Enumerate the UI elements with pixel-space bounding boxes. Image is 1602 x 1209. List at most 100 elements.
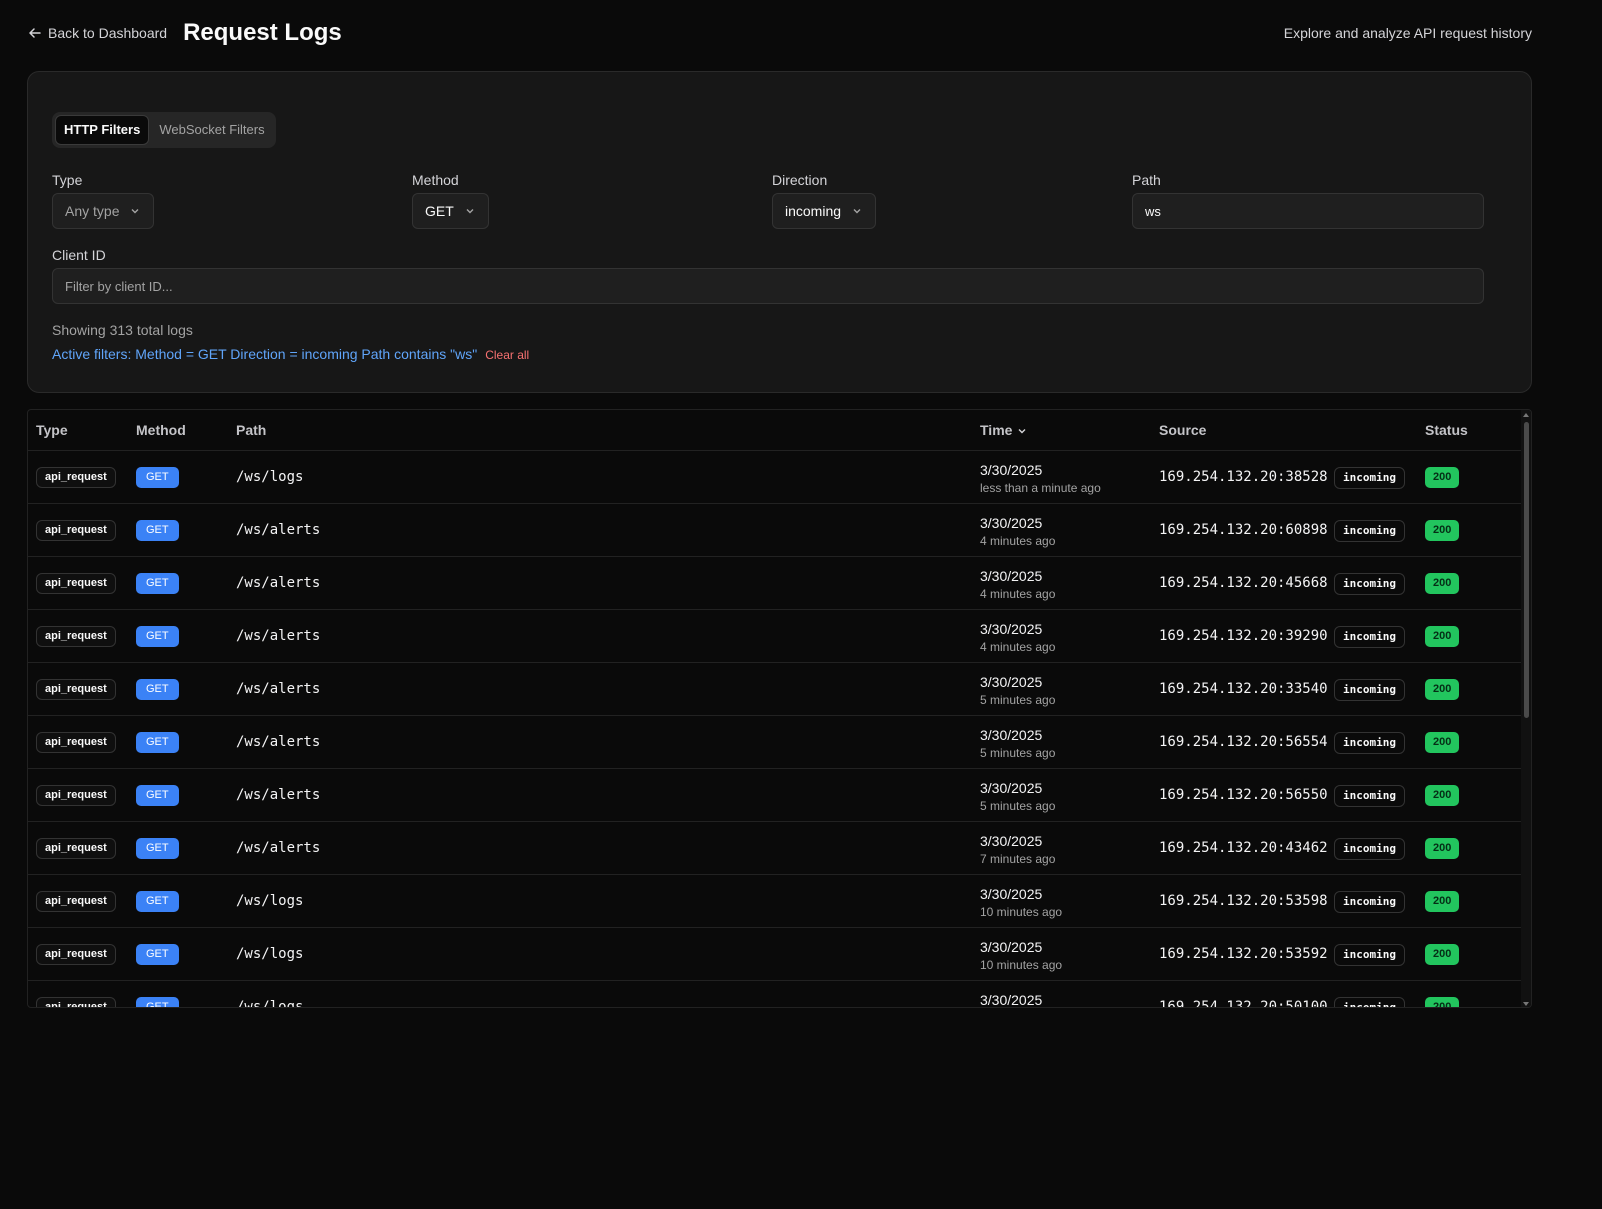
client-id-label: Client ID <box>52 247 106 263</box>
column-time-sort[interactable]: Time <box>980 422 1028 438</box>
table-row[interactable]: api_request GET/ws/alerts 3/30/2025 7 minut… <box>28 822 1523 875</box>
status-badge: 200 <box>1425 785 1460 806</box>
direction-badge: incoming <box>1334 891 1405 913</box>
showing-count: Showing 313 total logs <box>52 322 193 338</box>
clear-all-button[interactable]: Clear all <box>485 348 530 362</box>
scroll-thumb[interactable] <box>1524 422 1529 718</box>
time-relative: 10 minutes ago <box>980 905 1063 919</box>
time-date: 3/30/2025 <box>980 886 1043 902</box>
status-badge: 200 <box>1425 626 1460 647</box>
page-title: Request Logs <box>183 19 342 46</box>
tab-http-filters[interactable]: HTTP Filters <box>55 115 150 145</box>
request-path: /ws/logs <box>236 946 304 962</box>
back-to-dashboard-link[interactable]: Back to Dashboard <box>28 25 167 41</box>
direction-badge: incoming <box>1334 838 1405 860</box>
method-badge: GET <box>136 785 179 806</box>
table-body: api_request GET/ws/logs 3/30/2025 less than… <box>28 451 1523 1008</box>
filter-tabs: HTTP Filters WebSocket Filters <box>52 112 276 148</box>
time-date: 3/30/2025 <box>980 833 1043 849</box>
method-badge: GET <box>136 626 179 647</box>
method-badge: GET <box>136 944 179 965</box>
column-status: Status <box>1425 422 1468 438</box>
tab-websocket-filters[interactable]: WebSocket Filters <box>159 122 265 137</box>
table-header: Type Method Path Time Source Status <box>28 410 1523 451</box>
direction-select[interactable]: incoming <box>772 193 877 229</box>
type-badge: api_request <box>36 467 116 488</box>
status-badge: 200 <box>1425 997 1460 1007</box>
source-address: 169.254.132.20:56554 <box>1159 734 1328 750</box>
type-badge: api_request <box>36 838 116 859</box>
request-path: /ws/alerts <box>236 522 321 538</box>
source-address: 169.254.132.20:50100 <box>1159 999 1328 1008</box>
client-id-input[interactable] <box>52 268 1484 304</box>
table-row[interactable]: api_request GET/ws/alerts 3/30/2025 5 minut… <box>28 663 1523 716</box>
table-row[interactable]: api_request GET/ws/logs 3/30/2025 10 minute… <box>28 875 1523 928</box>
table-row[interactable]: api_request GET/ws/logs 3/30/2025 10 minute… <box>28 928 1523 981</box>
method-badge: GET <box>136 520 179 541</box>
method-select-value: GET <box>425 203 454 219</box>
chevron-down-icon <box>131 209 139 214</box>
page-subtitle: Explore and analyze API request history <box>1283 25 1532 41</box>
time-relative: 4 minutes ago <box>980 534 1056 548</box>
table-row[interactable]: api_request GET/ws/alerts 3/30/2025 4 minut… <box>28 610 1523 663</box>
method-badge: GET <box>136 679 179 700</box>
scroll-down-icon[interactable] <box>1523 1002 1529 1006</box>
table-row[interactable]: api_request GET/ws/alerts 3/30/2025 4 minut… <box>28 504 1523 557</box>
type-badge: api_request <box>36 573 116 594</box>
scroll-up-icon[interactable] <box>1523 413 1529 417</box>
status-badge: 200 <box>1425 679 1460 700</box>
table-scrollbar[interactable] <box>1521 410 1531 1007</box>
time-date: 3/30/2025 <box>980 992 1043 1008</box>
type-badge: api_request <box>36 891 116 912</box>
source-address: 169.254.132.20:45668 <box>1159 575 1328 591</box>
column-time-label: Time <box>980 422 1013 438</box>
method-badge: GET <box>136 732 179 753</box>
direction-badge: incoming <box>1334 573 1405 595</box>
time-relative: 5 minutes ago <box>980 746 1056 760</box>
source-address: 169.254.132.20:38528 <box>1159 469 1328 485</box>
table-row[interactable]: api_request GET/ws/logs 3/30/2025 169.254.1… <box>28 981 1523 1008</box>
time-date: 3/30/2025 <box>980 727 1043 743</box>
method-badge: GET <box>136 997 179 1007</box>
column-path: Path <box>236 422 267 438</box>
path-label: Path <box>1132 172 1161 188</box>
table-row[interactable]: api_request GET/ws/alerts 3/30/2025 5 minut… <box>28 716 1523 769</box>
path-input[interactable] <box>1132 193 1484 229</box>
type-select[interactable]: Any type <box>52 193 155 229</box>
direction-badge: incoming <box>1334 997 1405 1007</box>
status-badge: 200 <box>1425 467 1460 488</box>
status-badge: 200 <box>1425 520 1460 541</box>
direction-badge: incoming <box>1334 626 1405 648</box>
page-header: Back to Dashboard Request Logs Explore a… <box>28 16 1532 50</box>
method-badge: GET <box>136 838 179 859</box>
request-path: /ws/logs <box>236 893 304 909</box>
table-row[interactable]: api_request GET/ws/alerts 3/30/2025 5 minut… <box>28 769 1523 822</box>
request-path: /ws/alerts <box>236 734 321 750</box>
table-row[interactable]: api_request GET/ws/logs 3/30/2025 less than… <box>28 451 1523 504</box>
type-badge: api_request <box>36 785 116 806</box>
time-date: 3/30/2025 <box>980 462 1043 478</box>
chevron-down-icon <box>853 209 861 214</box>
time-relative: 5 minutes ago <box>980 799 1056 813</box>
request-path: /ws/alerts <box>236 681 321 697</box>
column-source: Source <box>1159 422 1207 438</box>
type-badge: api_request <box>36 944 116 965</box>
method-select[interactable]: GET <box>412 193 489 229</box>
direction-badge: incoming <box>1334 785 1405 807</box>
time-date: 3/30/2025 <box>980 780 1043 796</box>
source-address: 169.254.132.20:33540 <box>1159 681 1328 697</box>
chevron-down-icon <box>466 209 474 214</box>
logs-table: Type Method Path Time Source Status api_… <box>27 409 1532 1008</box>
request-path: /ws/logs <box>236 469 304 485</box>
source-address: 169.254.132.20:60898 <box>1159 522 1328 538</box>
status-badge: 200 <box>1425 891 1460 912</box>
time-date: 3/30/2025 <box>980 939 1043 955</box>
table-row[interactable]: api_request GET/ws/alerts 3/30/2025 4 minut… <box>28 557 1523 610</box>
source-address: 169.254.132.20:53592 <box>1159 946 1328 962</box>
time-relative: less than a minute ago <box>980 481 1101 495</box>
column-type: Type <box>36 422 68 438</box>
source-address: 169.254.132.20:43462 <box>1159 840 1328 856</box>
method-badge: GET <box>136 467 179 488</box>
status-badge: 200 <box>1425 732 1460 753</box>
direction-label: Direction <box>772 172 828 188</box>
